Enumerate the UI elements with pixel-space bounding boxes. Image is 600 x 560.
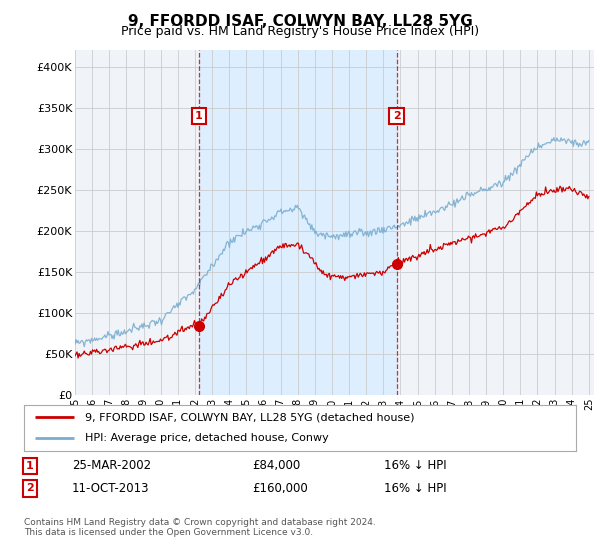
Text: 16% ↓ HPI: 16% ↓ HPI — [384, 459, 446, 473]
Text: £84,000: £84,000 — [252, 459, 300, 473]
Text: 2: 2 — [26, 483, 34, 493]
Text: 9, FFORDD ISAF, COLWYN BAY, LL28 5YG (detached house): 9, FFORDD ISAF, COLWYN BAY, LL28 5YG (de… — [85, 412, 414, 422]
Text: 9, FFORDD ISAF, COLWYN BAY, LL28 5YG: 9, FFORDD ISAF, COLWYN BAY, LL28 5YG — [128, 14, 472, 29]
Text: £160,000: £160,000 — [252, 482, 308, 495]
Text: Contains HM Land Registry data © Crown copyright and database right 2024.
This d: Contains HM Land Registry data © Crown c… — [24, 518, 376, 538]
Text: Price paid vs. HM Land Registry's House Price Index (HPI): Price paid vs. HM Land Registry's House … — [121, 25, 479, 38]
Text: 11-OCT-2013: 11-OCT-2013 — [72, 482, 149, 495]
Text: 1: 1 — [26, 461, 34, 471]
Text: 16% ↓ HPI: 16% ↓ HPI — [384, 482, 446, 495]
Text: 25-MAR-2002: 25-MAR-2002 — [72, 459, 151, 473]
Text: 1: 1 — [195, 111, 203, 121]
Text: 2: 2 — [393, 111, 401, 121]
Bar — [199, 50, 397, 395]
Text: HPI: Average price, detached house, Conwy: HPI: Average price, detached house, Conw… — [85, 433, 328, 444]
